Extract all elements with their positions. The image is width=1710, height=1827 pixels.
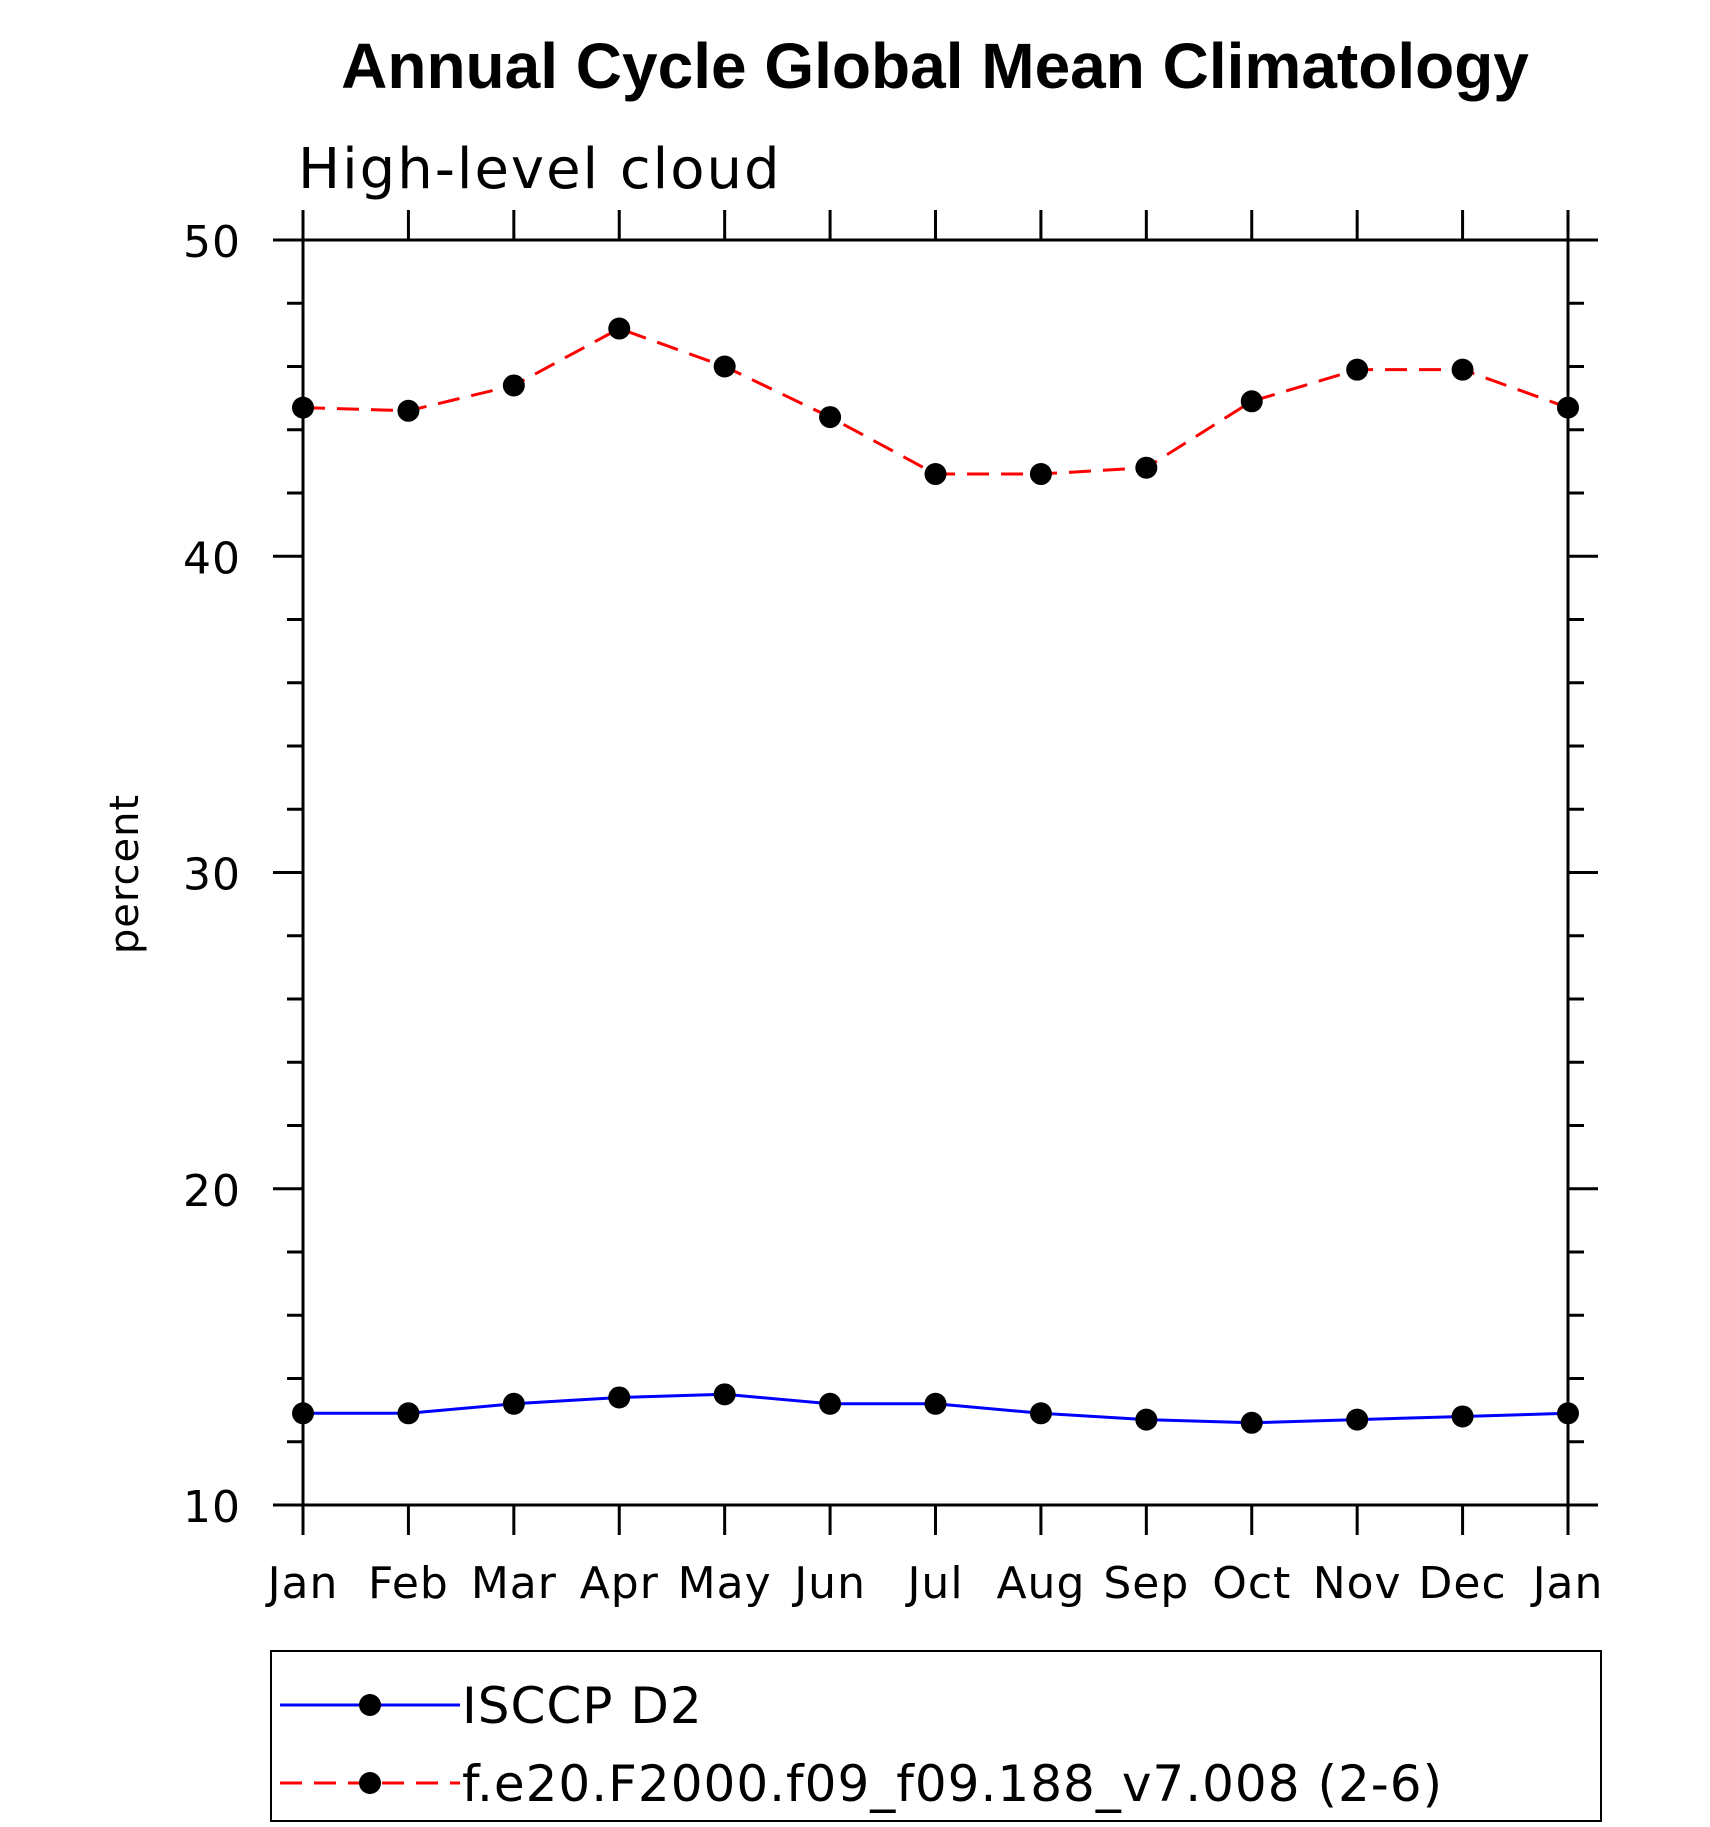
data-point [1557, 1402, 1579, 1425]
x-tick-label: Jul [904, 1558, 963, 1609]
y-tick-labels: 10 20 30 40 50 [183, 217, 241, 1533]
x-tick-label: Aug [996, 1558, 1085, 1609]
legend-marker [359, 1694, 381, 1716]
x-tick-label: Feb [368, 1558, 449, 1609]
data-point [1451, 1405, 1474, 1428]
x-tick-label: Sep [1103, 1558, 1189, 1609]
legend: ISCCP D2 f.e20.F2000.f09_f09.188_v7.008 (… [280, 1677, 1443, 1813]
x-tick-label: Oct [1212, 1558, 1291, 1609]
data-point [1346, 1408, 1369, 1431]
data-point [1240, 390, 1263, 413]
series-line [302, 326, 1569, 476]
x-tick-label: Jun [791, 1558, 866, 1609]
data-point [1135, 456, 1158, 479]
data-point [713, 355, 736, 378]
plot-frame [301, 238, 1570, 1507]
legend-label: f.e20.F2000.f09_f09.188_v7.008 (2-6) [462, 1755, 1443, 1813]
legend-marker [359, 1772, 381, 1794]
legend-box [270, 1650, 1602, 1822]
axis-ticks [273, 210, 1598, 1535]
chart-title: Annual Cycle Global Mean Climatology [341, 30, 1529, 102]
y-tick-label: 30 [183, 850, 241, 901]
data-point [1557, 396, 1579, 419]
x-tick-label: Apr [580, 1558, 659, 1609]
chart-subtitle: High-level cloud [298, 137, 782, 202]
data-point [713, 1383, 736, 1406]
x-tick-label: Jan [1530, 1558, 1604, 1609]
data-point [292, 1402, 314, 1425]
data-point [819, 406, 842, 429]
x-tick-label: May [678, 1558, 772, 1609]
x-tick-label: Jan [265, 1558, 339, 1609]
data-point [397, 1402, 420, 1425]
x-tick-labels: Jan Feb Mar Apr May Jun Jul Aug Sep Oct Nov Dec Jan [265, 1558, 1604, 1609]
data-point [502, 374, 525, 397]
data-point [397, 399, 420, 422]
y-tick-label: 20 [183, 1166, 241, 1217]
data-point [1346, 358, 1369, 381]
data-point [1029, 463, 1052, 486]
y-tick-label: 10 [183, 1482, 241, 1533]
legend-label: ISCCP D2 [462, 1677, 703, 1735]
y-tick-label: 50 [183, 217, 241, 268]
data-point [292, 396, 314, 419]
x-tick-label: Dec [1419, 1558, 1507, 1609]
data-point [1029, 1402, 1052, 1425]
data-point [1451, 358, 1474, 381]
data-point [819, 1392, 842, 1415]
data-point [608, 1386, 631, 1409]
y-axis-label: percent [102, 794, 148, 954]
x-tick-label: Nov [1313, 1558, 1402, 1609]
series-layer [292, 317, 1579, 1434]
x-tick-label: Mar [471, 1558, 557, 1609]
data-point [1135, 1408, 1158, 1431]
data-point [1240, 1411, 1263, 1434]
data-point [924, 463, 947, 486]
data-point [608, 317, 631, 340]
data-point [924, 1392, 947, 1415]
y-tick-label: 40 [183, 533, 241, 584]
data-point [502, 1392, 525, 1415]
